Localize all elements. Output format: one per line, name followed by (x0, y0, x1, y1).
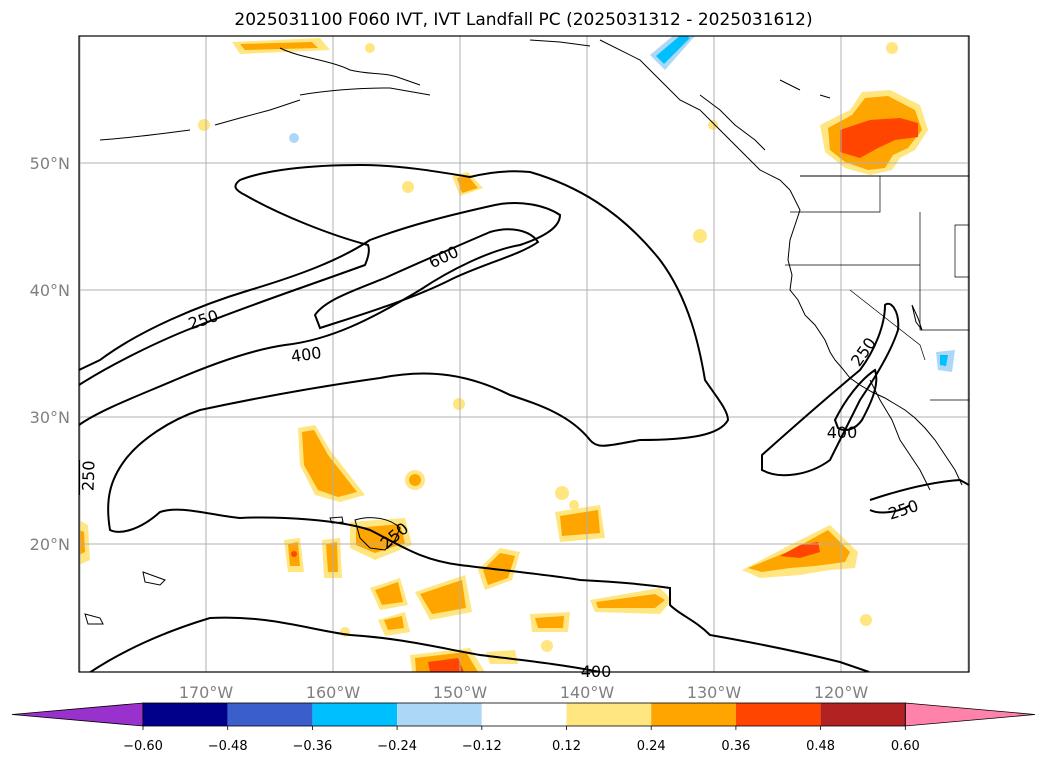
colorbar-tick-label: 0.36 (721, 739, 750, 754)
lat-axis-labels: 50°N 40°N 30°N 20°N (30, 154, 70, 554)
pc-spot (555, 486, 569, 500)
contour-label: 400 (581, 662, 612, 681)
lon-label: 130°W (687, 683, 742, 702)
lon-label: 120°W (814, 683, 869, 702)
coastlines (84, 39, 969, 625)
colorbar-tick-label: 0.48 (806, 739, 835, 754)
neg-region-nevada-core (940, 355, 948, 366)
contour-label: 400 (827, 423, 858, 442)
ivt-contour-400-ca (833, 368, 878, 431)
pc-region-hawaii-north-core (302, 430, 357, 497)
ivt-contour-250-ca (761, 302, 900, 477)
colorbar-segment (651, 703, 736, 726)
pc-spot (708, 120, 718, 130)
ivt-contour-400-sw (88, 616, 601, 672)
pc-region-hawaii-s-core (326, 542, 338, 572)
colorbar: −0.60 −0.48 −0.36 −0.24 −0.12 0.12 0.24 0.36 0.4… (11, 702, 1036, 754)
map-title: 2025031100 F060 IVT, IVT Landfall PC (20… (234, 10, 813, 30)
colorbar-segment (820, 703, 906, 726)
lon-label: 170°W (179, 683, 234, 702)
ivt-contour-250-se (869, 478, 969, 514)
pc-spot (886, 42, 898, 54)
pc-region-ne-pacific-spot-core (457, 176, 478, 193)
colorbar-tick-label: 0.12 (552, 739, 581, 754)
contour-label: 250 (78, 460, 98, 491)
pc-spot (693, 229, 707, 243)
pc-spot (409, 474, 421, 486)
pc-region-sub-a-core (375, 582, 403, 605)
lon-label: 140°W (560, 683, 615, 702)
pc-spot (453, 398, 465, 410)
neg-region-panhandle-core (656, 36, 690, 64)
ivt-contours (79, 163, 969, 672)
ivt-contour-400-main (79, 202, 562, 426)
pc-region-subtropical-east-high (780, 542, 820, 558)
lat-label: 40°N (30, 281, 70, 300)
lat-label: 20°N (30, 535, 70, 554)
colorbar-tick-label: −0.48 (208, 739, 248, 754)
colorbar-tick-label: −0.36 (292, 739, 332, 754)
colorbar-segment (397, 703, 482, 726)
pc-spot (198, 119, 210, 131)
pc-region-northwest-high (840, 118, 918, 158)
colorbar-tick-label: −0.24 (377, 739, 417, 754)
colorbar-tick-label: 0.24 (637, 739, 666, 754)
us-state-lines (785, 176, 969, 401)
island-hawaii (84, 516, 401, 625)
pc-region-aleutian-core (240, 42, 318, 50)
colorbar-extend-low (11, 702, 144, 727)
colorbar-segment (227, 703, 313, 726)
colorbar-outline (142, 702, 906, 727)
pc-spot (541, 640, 553, 652)
pc-spot-high (291, 551, 297, 557)
lon-axis-labels: 170°W 160°W 150°W 140°W 130°W 120°W (179, 683, 869, 702)
pc-region-sub-d-core (384, 616, 404, 630)
contour-label: 400 (290, 343, 323, 366)
lon-label: 160°W (306, 683, 361, 702)
north-america-west-coast (787, 189, 963, 491)
ivt-contour-600 (313, 228, 540, 330)
colorbar-extend-high (904, 702, 1036, 727)
pc-region-sub-e-core (535, 616, 564, 628)
pc-spot (365, 43, 375, 53)
colorbar-segment (566, 703, 652, 726)
colorbar-tick-label: 0.60 (891, 739, 920, 754)
colorbar-segment (143, 703, 228, 726)
colorbar-segment (312, 703, 398, 726)
colorbar-segment (481, 703, 567, 726)
pc-region-sub-h-high (428, 658, 464, 672)
map-frame (78, 35, 970, 673)
alaska-coast (99, 39, 831, 191)
neg-spot (289, 133, 299, 143)
lat-label: 50°N (30, 154, 70, 173)
colorbar-tick-label: −0.60 (123, 739, 163, 754)
lon-label: 150°W (433, 683, 488, 702)
pc-spot (402, 181, 414, 193)
lat-label: 30°N (30, 408, 70, 427)
pc-spot (860, 614, 872, 626)
pc-spot (569, 500, 579, 510)
pc-region-sub-f-core (560, 510, 600, 536)
gridlines (79, 36, 969, 672)
ivt-contour-250-main (79, 163, 870, 672)
pc-region-sub-g-core (596, 594, 665, 608)
pc-region-sub-b-core (420, 580, 466, 614)
lake-outline (911, 304, 923, 331)
colorbar-tick-label: −0.12 (462, 739, 502, 754)
colorbar-segment (735, 703, 821, 726)
